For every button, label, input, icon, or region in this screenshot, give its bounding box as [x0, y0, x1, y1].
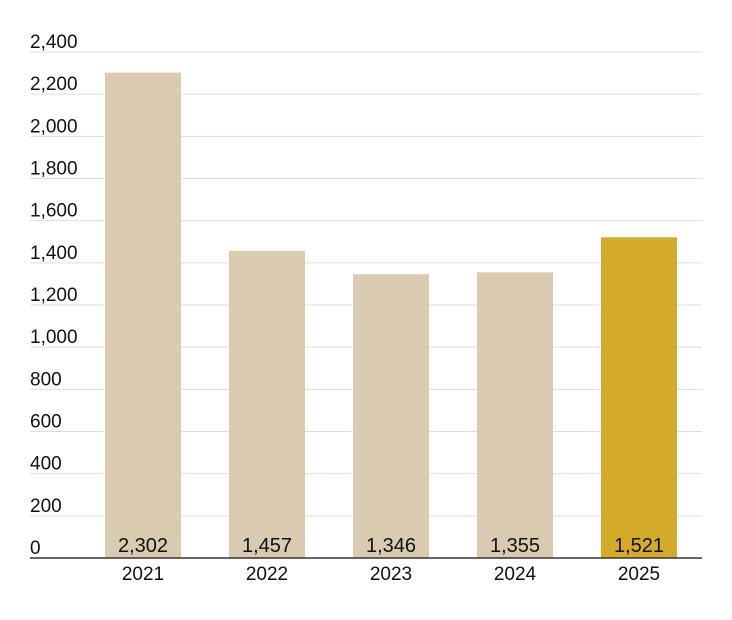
bar-2024 — [477, 272, 553, 558]
x-axis-tick-labels: 2021 2022 2023 2024 2025 — [122, 564, 660, 585]
bar-value-label: 1,355 — [490, 535, 540, 557]
y-tick-label: 2,400 — [30, 32, 78, 53]
bar-value-labels: 2,302 1,457 1,346 1,355 1,521 — [118, 535, 664, 557]
y-tick-label: 1,600 — [30, 201, 78, 222]
bar-value-label: 1,521 — [614, 535, 664, 557]
y-tick-label: 1,000 — [30, 327, 78, 348]
bar-value-label: 1,346 — [366, 535, 416, 557]
x-tick-label: 2021 — [122, 564, 164, 585]
y-tick-label: 600 — [30, 412, 62, 433]
bar-value-label: 1,457 — [242, 535, 292, 557]
y-tick-label: 400 — [30, 454, 62, 475]
bar-value-label: 2,302 — [118, 535, 168, 557]
x-tick-label: 2023 — [370, 564, 412, 585]
bar-2025 — [601, 237, 677, 558]
y-tick-label: 800 — [30, 369, 62, 390]
y-tick-label: 1,200 — [30, 285, 78, 306]
y-tick-label: 0 — [30, 538, 41, 559]
y-tick-label: 200 — [30, 496, 62, 517]
bar-2021 — [105, 72, 181, 558]
x-tick-label: 2022 — [246, 564, 288, 585]
x-tick-label: 2025 — [618, 564, 660, 585]
y-tick-label: 2,200 — [30, 74, 78, 95]
bar-2023 — [353, 274, 429, 558]
y-tick-label: 2,000 — [30, 116, 78, 137]
y-tick-label: 1,400 — [30, 243, 78, 264]
bar-2022 — [229, 250, 305, 558]
y-tick-label: 1,800 — [30, 159, 78, 180]
y-axis-tick-labels: 0 200 400 600 800 1,000 1,200 1,400 1,600 1,800 2,… — [30, 32, 78, 559]
bars — [105, 72, 677, 558]
x-tick-label: 2024 — [494, 564, 537, 585]
